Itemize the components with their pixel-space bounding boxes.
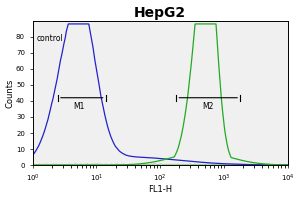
Text: M2: M2 — [202, 102, 214, 111]
Text: control: control — [37, 34, 63, 43]
Text: M1: M1 — [73, 102, 85, 111]
Title: HepG2: HepG2 — [134, 6, 186, 20]
Y-axis label: Counts: Counts — [6, 78, 15, 108]
X-axis label: FL1-H: FL1-H — [148, 185, 172, 194]
